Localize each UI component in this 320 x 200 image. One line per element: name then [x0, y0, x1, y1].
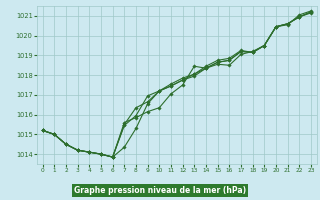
- Text: Graphe pression niveau de la mer (hPa): Graphe pression niveau de la mer (hPa): [74, 186, 246, 195]
